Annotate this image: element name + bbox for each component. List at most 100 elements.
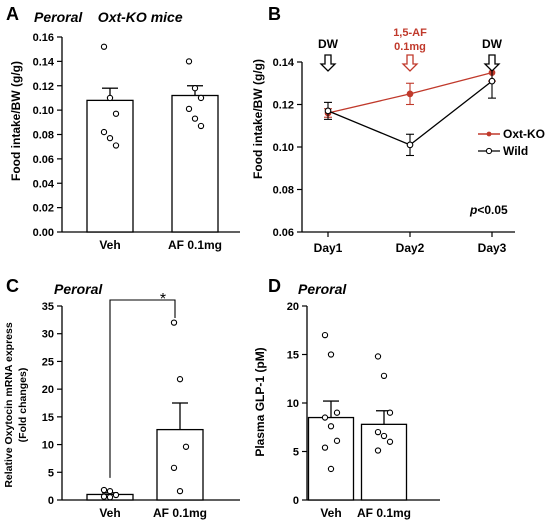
panel-a-y-tick-label: 0.02 [33,203,54,215]
panel-d-x-category-label: Veh [320,506,341,520]
legend-wild-marker [485,147,493,155]
panel-c-y-tick-label: 15 [42,412,54,424]
panel-a-y-tick-label: 0.16 [33,32,54,44]
panel-d-data-point [327,423,335,430]
panel-d-y-tick-label: 20 [287,301,299,313]
panel-a-y-tick-label: 0.06 [33,154,54,166]
panel-a-data-point [106,94,114,102]
panel-a-data-point [112,142,120,149]
panel-c-data-point [106,487,114,495]
panel-d-data-point [380,432,388,440]
panel-c-y-tick-label: 35 [42,301,54,313]
panel-c-x-category-label: Veh [99,506,120,520]
panel-a-data-point [100,128,108,136]
panel-d-title: Peroral [298,281,347,297]
panel-b-y-tick-label: 0.10 [273,142,294,154]
plot-layer: 0.00 0.02 0.04 0.06 0.08 0.10 0.12 0.14 0.16 Veh A… [33,27,515,520]
panel-c-data-point [112,491,120,499]
panel-d-y-tick-label: 15 [287,350,299,362]
panel-d-data-point [380,372,388,379]
legend-wild-label: Wild [503,144,528,158]
panel-d-data-point [374,353,382,360]
panel-a-y-tick-label: 0.00 [33,227,54,239]
panel-d-data-point [386,409,394,416]
panel-c-y-tick-label: 10 [42,440,54,452]
panel-c-significance-bracket [109,299,176,478]
panel-c-title: Peroral [54,281,103,297]
legend-oxt-ko-marker [486,131,492,137]
panel-c-data-point [170,464,178,472]
panel-b-arrow-label: DW [318,37,339,51]
p-value-threshold: <0.05 [477,203,508,217]
panel-d-data-point [321,414,329,421]
panel-letter-b: B [268,4,281,24]
p-value-symbol: p [469,203,477,217]
panel-a-y-tick-label: 0.10 [33,105,54,117]
panel-b-x-category-label: Day3 [478,241,507,255]
panel-b-arrow-label: 0.1mg [394,41,426,53]
panel-d-y-tick-label: 5 [293,447,299,459]
panel-d-data-point [333,437,341,444]
panel-d-data-point [327,351,335,358]
panel-a-y-tick-label: 0.04 [33,178,55,190]
panel-d-ylabel: Plasma GLP-1 (pM) [253,347,267,456]
panel-b-down-arrow-icon [401,54,419,72]
panel-a-title: Peroral Oxt-KO mice [34,9,183,25]
panel-b-x-category-label: Day1 [314,241,343,255]
panel-d-x-category-label: AF 0.1mg [357,506,411,520]
panel-d-y-tick-label: 10 [287,398,299,410]
panel-c-y-tick-label: 0 [48,495,54,507]
panel-letter-c: C [6,276,19,296]
panel-b-p-value: p<0.05 [469,203,508,217]
panel-d-data-point [333,409,341,416]
panel-c-data-point [170,319,178,326]
panel-b-y-tick-label: 0.12 [273,100,294,112]
panel-b-legend: Oxt-KO Wild [478,127,545,158]
panel-b-point-wild [324,107,332,115]
legend-oxt-ko-label: Oxt-KO [503,127,545,141]
panel-c-ylabel-line1: Relative Oxytocin mRNA express [3,322,15,488]
panel-c-data-point [100,486,108,494]
panel-a-data-point [185,58,193,65]
panel-letter-a: A [6,4,19,24]
panel-c-data-point [176,487,184,495]
panel-d-y-tick-label: 0 [293,495,299,507]
panel-a-data-point [191,85,199,92]
panel-c-data-point [176,376,184,383]
panel-d-data-point [321,444,329,451]
panel-a-data-point [106,135,114,142]
panel-a-data-point [100,43,108,50]
panel-a-x-category-label: AF 0.1mg [168,238,222,252]
panel-c-data-point [100,493,108,500]
panel-a-data-point [185,105,193,113]
panel-d-data-point [386,438,394,445]
panel-a-data-point [112,110,120,117]
panel-d-data-point [321,331,329,339]
panel-d-bar [307,416,355,501]
panel-d-data-point [374,428,382,436]
panel-b-y-tick-label: 0.14 [273,57,295,69]
panel-b-point-wild [406,141,414,149]
panel-c-ylabel-line2: (Fold changes) [17,368,29,443]
panel-b-y-tick-label: 0.06 [273,227,294,239]
panel-c-data-point [182,443,190,450]
panel-c-x-category-label: AF 0.1mg [153,506,207,520]
panel-b-down-arrow-icon [319,54,337,72]
panel-letter-d: D [268,276,281,296]
panel-a-bar [86,99,134,233]
panel-c-y-tick-label: 20 [42,384,54,396]
panel-b-arrow-label: DW [482,37,503,51]
panel-b-x-category-label: Day2 [396,241,425,255]
panel-a-data-point [197,122,205,130]
panel-b-point-oxt-ko [406,90,414,98]
panel-d-data-point [327,465,335,473]
panel-a-x-category-label: Veh [99,238,120,252]
panel-b-down-arrow-icon [483,54,501,72]
panel-a-y-tick-label: 0.12 [33,81,54,93]
panel-b-y-tick-label: 0.08 [273,185,294,197]
panel-a-data-point [191,115,199,122]
panel-a-data-point [197,94,205,102]
panel-c-y-tick-label: 5 [48,467,54,479]
panel-b-arrow-label: 1,5-AF [393,27,427,39]
